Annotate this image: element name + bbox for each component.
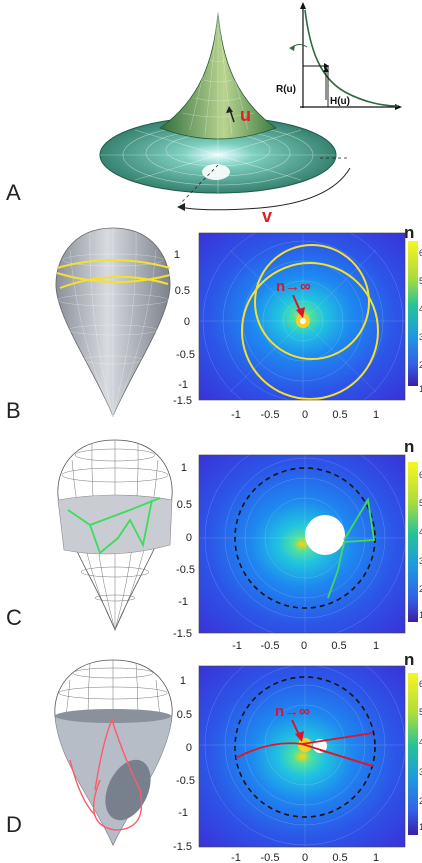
y-tick-b-6: -1.5 (173, 395, 192, 407)
x-tick-b-4: 0.5 (332, 409, 347, 421)
cb-tick-c-6: 6 (419, 470, 422, 480)
x-tick-c-4: 0.5 (331, 640, 346, 652)
tractrix-curve (304, 9, 399, 107)
annotation-b: n→∞ (276, 278, 311, 295)
cb-tick-d-1: 1 (419, 822, 422, 832)
cb-tick-b-5: 5 (419, 276, 422, 286)
r-label: R(u) (276, 84, 296, 95)
y-tick-d-6: -1.5 (173, 841, 192, 853)
v-label: v (262, 206, 272, 226)
panel-letter-d: D (6, 812, 22, 837)
panel-c: n 1 0.5 0 -0.5 -1 -1.5 -1 -0.5 0 0.5 1 (57, 437, 418, 652)
y-tick-c-4: -0.5 (176, 564, 195, 576)
panel-d: n→∞ n 1 0.5 0 -0.5 -1 -1.5 -1 -0.5 0 0.5… (54, 650, 418, 863)
cb-tick-b-6: 6 (419, 248, 422, 258)
y-tick-d-2: 0.5 (177, 709, 192, 721)
y-tick-c-6: -1.5 (173, 628, 192, 640)
y-tick-d-5: -1 (178, 807, 188, 819)
u-label: u (240, 105, 251, 125)
x-tick-b-5: 1 (373, 409, 379, 421)
panel-letter-c: C (6, 605, 22, 630)
y-tick-b-2: 0.5 (175, 285, 190, 297)
cb-tick-c-3: 3 (419, 556, 422, 566)
annotation-d: n→∞ (275, 703, 310, 720)
cb-tick-c-5: 5 (419, 498, 422, 508)
cb-tick-d-3: 3 (419, 767, 422, 777)
inner-shadow-d (105, 759, 151, 821)
y-tick-b-1: 1 (174, 249, 180, 261)
cb-tick-b-4: 4 (419, 304, 422, 314)
x-tick-d-3: 0 (302, 852, 308, 863)
y-tick-b-4: -0.5 (176, 349, 195, 361)
y-tick-d-4: -0.5 (176, 775, 195, 787)
cb-tick-d-4: 4 (419, 737, 422, 747)
pseudosphere-cusp (159, 11, 277, 140)
profile-inset: R(u) H(u) (276, 2, 402, 110)
y-tick-c-5: -1 (178, 596, 188, 608)
x-tick-d-5: 1 (373, 852, 379, 863)
panel-letter-a: A (6, 180, 21, 205)
y-tick-c-1: 1 (181, 462, 187, 474)
y-tick-d-3: 0 (186, 742, 192, 754)
y-tick-b-3: 0 (184, 316, 190, 328)
x-tick-c-1: -1 (232, 640, 242, 652)
x-tick-c-2: -0.5 (261, 640, 280, 652)
cb-tick-b-1: 1 (419, 384, 422, 394)
x-tick-b-1: -1 (231, 409, 241, 421)
panel-letter-b: B (6, 398, 21, 423)
x-tick-b-2: -0.5 (261, 409, 280, 421)
x-tick-d-2: -0.5 (261, 852, 280, 863)
y-tick-c-3: 0 (186, 532, 192, 544)
x-tick-d-1: -1 (231, 852, 241, 863)
colorbar-ticks: 6 5 4 3 2 1 6 5 4 3 2 1 6 5 4 3 2 1 (419, 248, 422, 832)
panel-b: n→∞ n 1 0.5 0 -0.5 -1 -1.5 -1 -0.5 0 0.5… (55, 223, 418, 421)
cb-tick-d-5: 5 (419, 707, 422, 717)
x-tick-c-5: 1 (373, 640, 379, 652)
cb-tick-b-2: 2 (419, 360, 422, 370)
cut-band-c (57, 494, 173, 555)
y-tick-b-5: -1 (178, 379, 188, 391)
colorbar-label-d: n (404, 650, 414, 669)
x-tick-c-3: 0 (301, 640, 307, 652)
panel-a: u v R(u) H(u) (99, 2, 402, 226)
x-tick-d-4: 0.5 (332, 852, 347, 863)
cb-tick-d-2: 2 (419, 796, 422, 806)
x-tick-b-3: 0 (302, 409, 308, 421)
colorbar-label-b: n (404, 223, 414, 242)
y-tick-d-1: 1 (180, 675, 186, 687)
cb-tick-d-6: 6 (419, 679, 422, 689)
cb-tick-c-4: 4 (419, 527, 422, 537)
cb-tick-b-3: 3 (419, 332, 422, 342)
y-tick-c-2: 0.5 (177, 499, 192, 511)
colorbar-label-c: n (404, 437, 414, 456)
h-label: H(u) (330, 96, 350, 107)
cb-tick-c-2: 2 (419, 584, 422, 594)
cb-tick-c-1: 1 (419, 610, 422, 620)
